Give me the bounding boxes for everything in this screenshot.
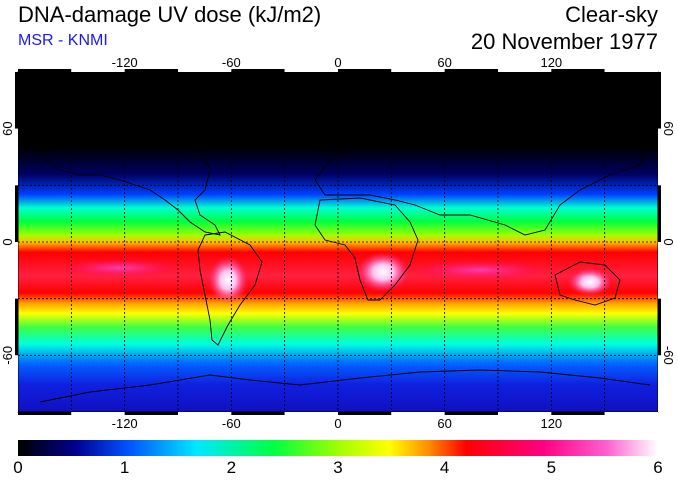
map-title: DNA-damage UV dose (kJ/m2) (18, 2, 322, 27)
frame-tick-segment (391, 69, 445, 72)
frame-tick-segment (15, 128, 18, 186)
longitude-tick-label: 0 (334, 416, 341, 431)
frame-tick-segment (71, 69, 125, 72)
colorbar (18, 440, 658, 456)
north-america-outline (39, 127, 221, 236)
latitude-tick-label: -60 (661, 346, 676, 365)
colorbar-tick-label: 3 (333, 458, 343, 477)
colorbar-tick-label: 5 (546, 458, 557, 477)
latitude-tick-label: 60 (0, 121, 15, 135)
graticule (18, 72, 658, 412)
frame-tick-segment (124, 69, 178, 72)
sky-condition-label: Clear-sky (565, 2, 658, 27)
frame-tick-segment (604, 69, 658, 72)
frame-tick-segment (604, 412, 658, 415)
frame-tick-segment (391, 412, 445, 415)
frame-tick-segment (338, 69, 392, 72)
frame-tick-segment (71, 412, 125, 415)
frame-tick-segment (658, 242, 661, 299)
longitude-tick-label: 60 (437, 416, 451, 431)
coastlines (39, 127, 651, 403)
frame-tick-segment (498, 69, 552, 72)
colorbar-tick-label: 6 (653, 458, 663, 477)
longitude-tick-label: 120 (540, 416, 562, 431)
longitude-tick-label: -120 (112, 416, 138, 431)
south-america-outline (197, 231, 263, 346)
eurasia-outline (314, 127, 646, 236)
longitude-tick-label: -60 (222, 416, 241, 431)
data-source-label: MSR - KNMI (18, 32, 108, 49)
frame-tick-segment (284, 412, 338, 415)
latitude-tick-label: 60 (661, 121, 676, 135)
colorbar-tick-label: 4 (439, 458, 450, 477)
colorbar-tick-label: 2 (226, 458, 237, 477)
frame-tick-segment (551, 412, 605, 415)
australia-outline (554, 261, 621, 306)
longitude-tick-label: -120 (112, 55, 138, 70)
colorbar-tick-label: 1 (119, 458, 130, 477)
frame-tick-segment (15, 355, 18, 412)
frame-tick-segment (658, 72, 661, 129)
frame-tick-segment (18, 412, 72, 415)
frame-tick-segment (18, 69, 72, 72)
frame-tick-segment (15, 185, 18, 242)
frame-tick-segment (178, 69, 232, 72)
frame-tick-segment (444, 412, 498, 415)
longitude-tick-label: -60 (222, 55, 241, 70)
longitude-tick-label: 60 (437, 55, 451, 70)
colorbar-tick-label: 0 (13, 458, 23, 477)
frame-tick-segment (15, 298, 18, 356)
frame-tick-segment (658, 355, 661, 412)
latitude-tick-label: -60 (0, 346, 15, 365)
frame-tick-segment (284, 69, 338, 72)
frame-tick-segment (338, 412, 392, 415)
frame-tick-segment (178, 412, 232, 415)
latitude-tick-label: 0 (661, 238, 676, 245)
frame-tick-segment (658, 128, 661, 186)
frame-tick-bars (15, 69, 661, 415)
tick-labels: -120 -120 -60 -60 0 0 60 60 120 120 60 60 0 0 -60 -60 (0, 55, 676, 431)
frame-tick-segment (15, 242, 18, 299)
antarctica-outline (39, 369, 651, 403)
frame-tick-segment (658, 298, 661, 356)
frame-tick-segment (15, 72, 18, 129)
frame-tick-segment (124, 412, 178, 415)
frame-tick-segment (551, 69, 605, 72)
frame-tick-segment (444, 69, 498, 72)
longitude-tick-label: 120 (540, 55, 562, 70)
latitude-tick-label: 0 (0, 238, 15, 245)
frame-tick-segment (231, 412, 285, 415)
date-label: 20 November 1977 (470, 29, 658, 54)
frame-tick-segment (231, 69, 285, 72)
frame-tick-segment (498, 412, 552, 415)
frame-tick-segment (658, 185, 661, 242)
longitude-tick-label: 0 (334, 55, 341, 70)
